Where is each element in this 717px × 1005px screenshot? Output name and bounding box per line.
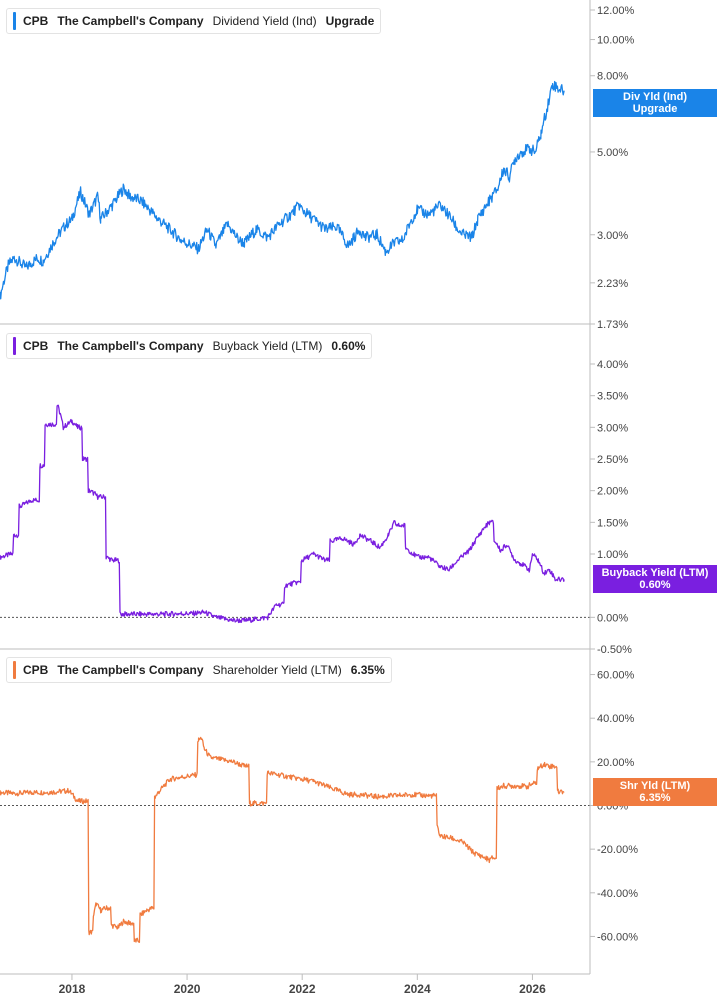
x-tick-label: 2024 xyxy=(404,982,431,996)
legend-value[interactable]: Upgrade xyxy=(325,14,375,28)
legend-shareholder[interactable]: CPB The Campbell's Company Shareholder Y… xyxy=(6,657,392,683)
series-line xyxy=(0,404,565,624)
y-tick-label: 1.00% xyxy=(597,549,628,561)
y-tick-label: 12.00% xyxy=(597,5,635,17)
y-tick-label: 2.23% xyxy=(597,278,628,290)
y-tick-label: 20.00% xyxy=(597,757,635,769)
x-tick-label: 2022 xyxy=(289,982,316,996)
y-tick-label: 3.00% xyxy=(597,422,628,434)
x-tick-label: 2026 xyxy=(519,982,546,996)
shareholder-value-tag: Shr Yld (LTM) 6.35% xyxy=(593,778,717,806)
legend-metric: Dividend Yield (Ind) xyxy=(212,14,317,28)
legend-company: The Campbell's Company xyxy=(57,663,204,677)
legend-swatch xyxy=(13,337,16,355)
legend-ticker: CPB xyxy=(23,14,49,28)
y-tick-label: 5.00% xyxy=(597,147,628,159)
tag-line2: 6.35% xyxy=(639,792,671,804)
x-tick-label: 2020 xyxy=(174,982,201,996)
y-tick-label: 8.00% xyxy=(597,71,628,83)
legend-company: The Campbell's Company xyxy=(57,14,204,28)
y-tick-label: 0.00% xyxy=(597,612,628,624)
dividend-value-tag: Div Yld (Ind) Upgrade xyxy=(593,89,717,117)
tag-line1: Shr Yld (LTM) xyxy=(619,780,691,792)
y-tick-label: 10.00% xyxy=(597,35,635,47)
legend-swatch xyxy=(13,661,16,679)
y-tick-label: -20.00% xyxy=(597,844,638,856)
x-tick-label: 2018 xyxy=(59,982,86,996)
buyback-value-tag: Buyback Yield (LTM) 0.60% xyxy=(593,565,717,593)
legend-dividend[interactable]: CPB The Campbell's Company Dividend Yiel… xyxy=(6,8,382,34)
legend-metric: Shareholder Yield (LTM) xyxy=(212,663,342,677)
y-tick-label: 2.00% xyxy=(597,486,628,498)
series-line xyxy=(0,80,565,300)
legend-ticker: CPB xyxy=(23,663,49,677)
legend-swatch xyxy=(13,12,16,30)
y-tick-label: 4.00% xyxy=(597,359,628,371)
y-tick-label: -60.00% xyxy=(597,931,638,943)
y-tick-label: 1.50% xyxy=(597,517,628,529)
y-tick-label: 40.00% xyxy=(597,713,635,725)
y-tick-label: 3.00% xyxy=(597,230,628,242)
legend-company: The Campbell's Company xyxy=(57,339,204,353)
y-tick-label: -40.00% xyxy=(597,888,638,900)
tag-line1: Div Yld (Ind) xyxy=(623,91,687,103)
tag-line1: Buyback Yield (LTM) xyxy=(601,567,709,579)
y-tick-label: -0.50% xyxy=(597,644,632,656)
y-tick-label: 1.73% xyxy=(597,319,628,331)
legend-value: 6.35% xyxy=(350,663,385,677)
legend-ticker: CPB xyxy=(23,339,49,353)
y-tick-label: 2.50% xyxy=(597,454,628,466)
legend-metric: Buyback Yield (LTM) xyxy=(212,339,323,353)
y-tick-label: 60.00% xyxy=(597,670,635,682)
legend-buyback[interactable]: CPB The Campbell's Company Buyback Yield… xyxy=(6,333,373,359)
legend-value: 0.60% xyxy=(331,339,366,353)
tag-line2: Upgrade xyxy=(632,103,678,115)
tag-line2: 0.60% xyxy=(639,579,671,591)
series-line xyxy=(0,736,565,943)
y-tick-label: 3.50% xyxy=(597,391,628,403)
